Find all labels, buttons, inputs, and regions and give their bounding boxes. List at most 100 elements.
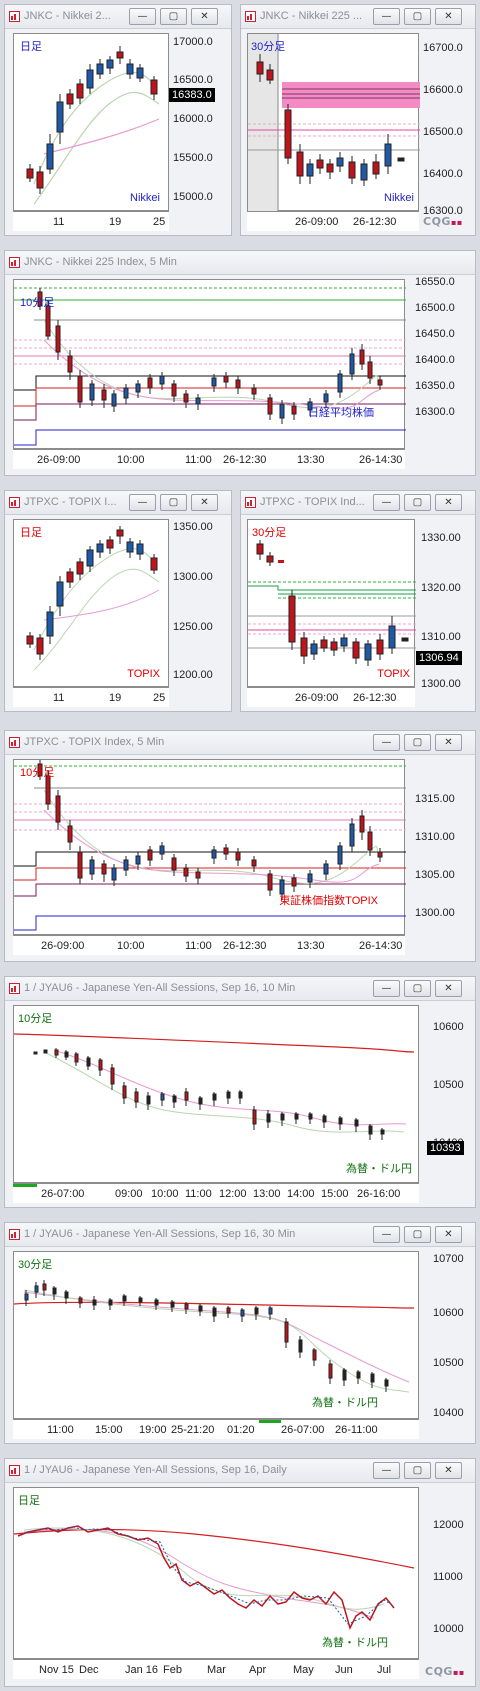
x-tick: 26-09:00 [37,454,81,466]
close-button[interactable]: ✕ [435,734,462,751]
candlestick-chart [14,1525,415,1631]
title-bar[interactable]: 1 / JYAU6 - Japanese Yen-All Sessions, S… [5,1223,475,1247]
y-tick: 16450.0 [415,328,455,340]
x-tick: 10:00 [117,454,145,466]
chart-window-yen-30min[interactable]: 1 / JYAU6 - Japanese Yen-All Sessions, S… [4,1222,476,1444]
title-bar[interactable]: JTPXC - TOPIX Index, 5 Min — ▢ ✕ [5,731,475,755]
x-tick: 26-12:30 [223,454,267,466]
window-title: JNKC - Nikkei 225 Index, 5 Min [24,256,177,268]
close-button[interactable]: ✕ [435,1226,462,1243]
y-tick: 16400.0 [423,168,463,180]
x-tick: 19:00 [139,1424,167,1436]
x-axis: 11 19 25 [13,211,169,231]
price-plot[interactable]: 10分足 為替・ドル円 [13,1005,419,1183]
chart-window-topix-5min[interactable]: JTPXC - TOPIX Index, 5 Min — ▢ ✕ [4,730,476,962]
close-button[interactable]: ✕ [435,1462,462,1479]
restore-button[interactable]: ▢ [404,734,431,751]
y-tick: 16300.0 [415,406,455,418]
chart-window-yen-10min[interactable]: 1 / JYAU6 - Japanese Yen-All Sessions, S… [4,976,476,1208]
x-axis: 26-09:00 10:00 11:00 26-12:30 13:30 26-1… [13,449,405,469]
title-bar[interactable]: JNKC - Nikkei 225 Index, 5 Min [5,251,475,275]
y-tick: 16500.0 [173,74,213,86]
restore-button[interactable]: ▢ [404,1462,431,1479]
price-plot[interactable]: 10分足 東証株価指数TOPIX [13,759,406,935]
chart-window-nikkei-30min[interactable]: JNKC - Nikkei 225 ... — ▢ ✕ [240,4,476,236]
restore-button[interactable]: ▢ [404,980,431,997]
restore-button[interactable]: ▢ [404,1226,431,1243]
restore-button[interactable]: ▢ [160,494,187,511]
x-tick: Dec [79,1664,99,1676]
title-bar[interactable]: JTPXC - TOPIX I... — ▢ ✕ [5,491,231,515]
minimize-button[interactable]: — [373,734,400,751]
chart-window-icon [9,11,20,22]
window-title: 1 / JYAU6 - Japanese Yen-All Sessions, S… [24,982,296,994]
close-button[interactable]: ✕ [191,494,218,511]
y-tick: 16000.0 [173,113,213,125]
chart-window-topix-30min[interactable]: JTPXC - TOPIX Ind... — ▢ ✕ [240,490,476,712]
x-tick: Jan 16 [125,1664,159,1676]
minimize-button[interactable]: — [373,1462,400,1479]
x-tick: Feb [163,1664,182,1676]
minimize-button[interactable]: — [373,1226,400,1243]
y-tick: 1250.00 [173,621,213,633]
x-tick: 25 [153,692,166,704]
chart-window-icon [9,1229,20,1240]
minimize-button[interactable]: — [373,8,400,25]
chart-window-yen-daily[interactable]: 1 / JYAU6 - Japanese Yen-All Sessions, S… [4,1458,476,1687]
y-tick: 11000 [433,1571,463,1583]
y-tick: 1305.00 [415,869,455,881]
x-tick: 11:00 [47,1424,74,1436]
x-tick: 13:00 [253,1188,281,1200]
price-plot[interactable]: 日足 Nikkei [13,33,169,211]
restore-button[interactable]: ▢ [404,494,431,511]
restore-button[interactable]: ▢ [404,8,431,25]
minimize-button[interactable]: — [129,494,156,511]
symbol-label: TOPIX [127,668,160,680]
y-tick: 16350.0 [415,380,455,392]
candlestick-chart [26,526,160,671]
close-button[interactable]: ✕ [435,494,462,511]
window-title: JTPXC - TOPIX I... [24,496,117,508]
y-tick: 10600 [433,1021,464,1033]
x-tick: 10:00 [151,1188,179,1200]
interval-label: 日足 [20,41,42,53]
price-plot[interactable]: 30分足 TOPIX [247,519,416,687]
last-price-box: 16383.0 [169,88,215,102]
title-bar[interactable]: JNKC - Nikkei 2... — ▢ ✕ [5,5,231,29]
y-tick: 10600 [433,1307,464,1319]
price-plot[interactable]: 30分足 Nikkei [247,33,420,212]
title-bar[interactable]: 1 / JYAU6 - Japanese Yen-All Sessions, S… [5,977,475,1001]
symbol-label: 日経平均株価 [308,407,374,419]
minimize-button[interactable]: — [129,8,156,25]
y-tick: 16600.0 [423,84,463,96]
chart-window-nikkei-daily[interactable]: JNKC - Nikkei 2... — ▢ ✕ [4,4,232,236]
chart-window-topix-daily[interactable]: JTPXC - TOPIX I... — ▢ ✕ [4,490,232,712]
title-bar[interactable]: JTPXC - TOPIX Ind... — ▢ ✕ [241,491,475,515]
x-tick: 26-07:00 [41,1188,85,1200]
y-tick: 15500.0 [173,152,213,164]
symbol-label: 為替・ドル円 [322,1637,388,1649]
minimize-button[interactable]: — [373,980,400,997]
x-tick: 11 [53,692,65,704]
x-tick: 26-11:00 [335,1424,378,1436]
price-plot[interactable]: 10分足 日経平均株価 [13,279,406,449]
title-bar[interactable]: JNKC - Nikkei 225 ... — ▢ ✕ [241,5,475,29]
close-button[interactable]: ✕ [435,980,462,997]
minimize-button[interactable]: — [373,494,400,511]
x-tick: 11:00 [185,940,212,952]
x-axis: 11:00 15:00 19:00 25-21:20 01:20 26-07:0… [13,1419,419,1439]
close-button[interactable]: ✕ [435,8,462,25]
x-tick: 26-14:30 [359,940,403,952]
x-tick: Mar [207,1664,226,1676]
y-tick: 16400.0 [415,354,455,366]
price-plot[interactable]: 30分足 為替・ドル円 [13,1251,419,1419]
chart-window-nikkei-5min[interactable]: JNKC - Nikkei 225 Index, 5 Min [4,250,476,476]
title-bar[interactable]: 1 / JYAU6 - Japanese Yen-All Sessions, S… [5,1459,475,1483]
y-tick: 1310.00 [421,631,461,643]
restore-button[interactable]: ▢ [160,8,187,25]
chart-window-icon [9,1465,20,1476]
close-button[interactable]: ✕ [191,8,218,25]
session-marker [13,1184,37,1187]
price-plot[interactable]: 日足 TOPIX [13,519,169,687]
price-plot[interactable]: 日足 為替・ドル円 [13,1487,419,1659]
